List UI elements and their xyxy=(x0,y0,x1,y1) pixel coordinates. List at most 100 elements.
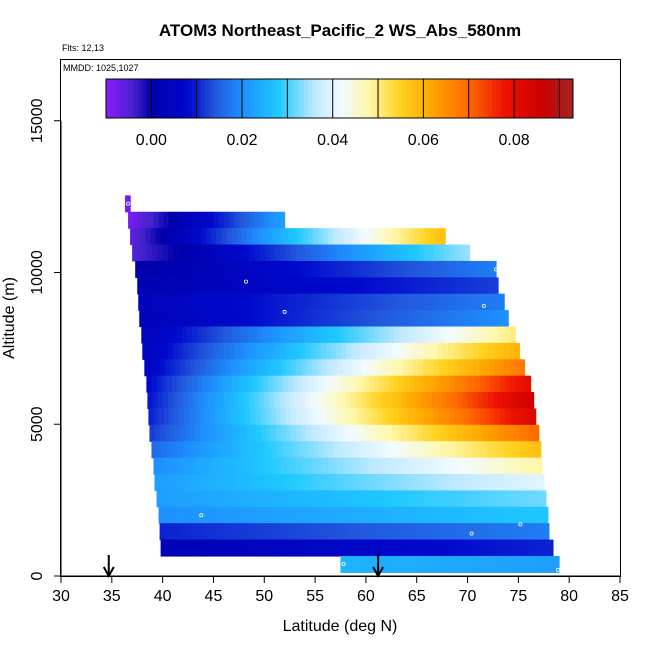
heatmap-cell xyxy=(181,441,188,459)
heatmap-cell xyxy=(205,523,211,541)
heatmap-cell xyxy=(295,244,302,262)
heatmap-cell xyxy=(458,293,465,311)
heatmap-cell xyxy=(359,539,366,557)
heatmap-cell xyxy=(169,424,176,442)
heatmap-cell xyxy=(186,375,193,393)
heatmap-cell xyxy=(240,523,247,541)
heatmap-cell xyxy=(399,326,405,344)
colorbar-swatch xyxy=(106,79,111,118)
heatmap-cell xyxy=(164,523,171,541)
heatmap-cell xyxy=(421,277,428,295)
heatmap-cell xyxy=(313,260,319,278)
heatmap-cell xyxy=(308,441,314,459)
heatmap-cell xyxy=(151,326,158,344)
heatmap-cell xyxy=(174,424,181,442)
heatmap-cell xyxy=(151,441,158,459)
heatmap-cell xyxy=(459,490,466,508)
heatmap-cell xyxy=(406,392,413,410)
heatmap-cell xyxy=(374,228,380,246)
heatmap-cell xyxy=(532,539,539,557)
heatmap-cell xyxy=(357,457,364,475)
heatmap-cell xyxy=(338,228,345,246)
heatmap-cell xyxy=(277,375,284,393)
heatmap-cell xyxy=(423,408,430,426)
heatmap-cell xyxy=(191,326,198,344)
heatmap-cell xyxy=(341,310,348,328)
heatmap-cell xyxy=(236,260,243,278)
heatmap-cell xyxy=(468,293,475,311)
heatmap-cell xyxy=(499,293,505,311)
heatmap-cell xyxy=(175,260,182,278)
heatmap-cell xyxy=(358,326,365,344)
heatmap-cell xyxy=(210,474,216,491)
heatmap-cell xyxy=(323,375,329,393)
heatmap-cell xyxy=(305,244,312,262)
heatmap-cell xyxy=(429,490,436,508)
heatmap-cell xyxy=(284,392,291,410)
heatmap-cell xyxy=(178,293,185,311)
heatmap-cell xyxy=(510,375,516,393)
heatmap-cell xyxy=(311,523,317,541)
heatmap-cell xyxy=(194,474,201,491)
colorbar-swatch xyxy=(370,79,376,118)
heatmap-cell xyxy=(399,228,406,246)
chart-title: ATOM3 Northeast_Pacific_2 WS_Abs_580nm xyxy=(159,21,521,40)
heatmap-cell xyxy=(356,523,363,541)
heatmap-cell xyxy=(406,506,412,524)
heatmap-cell xyxy=(439,326,446,344)
heatmap-cell xyxy=(306,457,313,475)
heatmap-cell xyxy=(383,375,390,393)
heatmap-cell xyxy=(212,490,218,508)
colorbar-swatch xyxy=(317,79,323,118)
heatmap-cell xyxy=(178,211,185,229)
colorbar-swatch xyxy=(438,79,444,118)
heatmap-cell xyxy=(216,260,223,278)
heatmap-cell xyxy=(236,228,243,246)
heatmap-cell xyxy=(333,326,340,344)
heatmap-cell xyxy=(311,408,318,426)
heatmap-cell xyxy=(147,244,154,262)
heatmap-cell xyxy=(188,392,194,410)
heatmap-cell xyxy=(246,228,253,246)
heatmap-cell xyxy=(159,310,166,328)
heatmap-cell xyxy=(323,326,329,344)
heatmap-cell xyxy=(361,293,368,311)
heatmap-cell xyxy=(166,326,173,344)
heatmap-cell xyxy=(409,375,415,393)
heatmap-cell xyxy=(267,260,273,278)
heatmap-cell xyxy=(205,359,211,377)
heatmap-cell xyxy=(373,441,380,459)
heatmap-cell xyxy=(326,424,333,442)
heatmap-cell xyxy=(336,474,343,491)
heatmap-cell xyxy=(282,539,289,557)
heatmap-cell xyxy=(247,441,254,459)
heatmap-cell xyxy=(353,326,360,344)
heatmap-cell xyxy=(469,375,476,393)
heatmap-cell xyxy=(320,277,326,295)
heatmap-cell xyxy=(279,342,286,360)
heatmap-cell xyxy=(490,441,496,459)
heatmap-cell xyxy=(287,441,294,459)
heatmap-cell xyxy=(333,539,340,557)
sample-point xyxy=(159,557,164,562)
heatmap-cell xyxy=(289,277,296,295)
heatmap-cell xyxy=(448,293,454,311)
heatmap-cell xyxy=(480,490,486,508)
heatmap-cell xyxy=(449,408,455,426)
heatmap-cell xyxy=(500,457,507,475)
y-tick-label: 5000 xyxy=(29,406,46,442)
heatmap-cell xyxy=(429,228,436,246)
heatmap-cell xyxy=(262,539,269,557)
heatmap-cell xyxy=(417,293,424,311)
heatmap-cell xyxy=(269,211,276,229)
heatmap-cell xyxy=(272,441,279,459)
heatmap-cell xyxy=(173,211,180,229)
colorbar-swatch xyxy=(321,79,327,118)
heatmap-cell xyxy=(247,326,254,344)
heatmap-cell xyxy=(424,457,430,475)
heatmap-cell xyxy=(176,490,183,508)
heatmap-cell xyxy=(331,523,338,541)
colorbar-swatch xyxy=(195,79,201,118)
x-tick-label: 35 xyxy=(103,588,121,605)
